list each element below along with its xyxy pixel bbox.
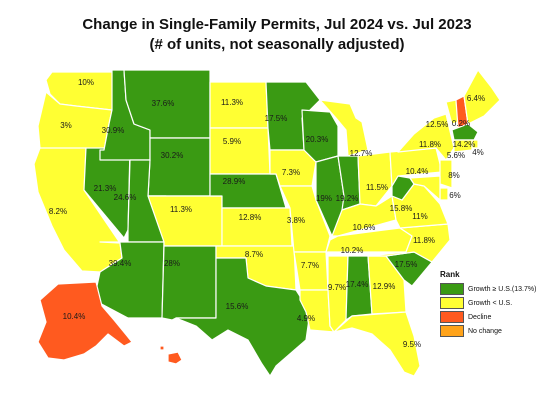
state-label-oh: 11.5% — [366, 183, 388, 192]
map-subtitle: (# of units, not seasonally adjusted) — [149, 36, 405, 53]
state-tx — [175, 257, 311, 377]
state-de — [439, 187, 449, 201]
legend-label-decline: Decline — [468, 313, 492, 321]
state-label-mo: 3.8% — [287, 216, 305, 225]
state-label-wi: 20.3% — [306, 135, 329, 144]
state-label-ny: 11.8% — [419, 140, 441, 149]
state-label-nv: 21.3% — [94, 184, 117, 193]
state-label-va: 11% — [412, 212, 427, 221]
state-oh — [357, 151, 393, 207]
state-label-in: 19.2% — [336, 194, 359, 203]
state-label-ga: 12.9% — [373, 282, 396, 291]
state-nm — [161, 245, 217, 321]
state-ar — [293, 251, 329, 291]
state-hi — [159, 345, 183, 365]
state-ky — [331, 195, 397, 237]
state-label-ak: 10.4% — [63, 312, 86, 321]
state-mo — [279, 185, 331, 253]
state-ma — [451, 123, 479, 141]
state-mt — [123, 69, 211, 139]
state-label-mn: 17.5% — [265, 114, 288, 123]
state-label-al: 17.4% — [346, 280, 369, 289]
state-ct — [453, 139, 473, 153]
state-wy — [147, 137, 211, 197]
state-label-ar: 7.7% — [301, 261, 319, 270]
legend-swatch-no-change — [440, 325, 464, 337]
state-label-sd: 5.9% — [223, 137, 241, 146]
state-label-layer: 10% 3% 8.2% 21.3% 30.9% 37.6% 30.2% 24.6% 39.4% 1… — [49, 78, 485, 349]
state-label-or: 3% — [60, 121, 72, 130]
legend-item-growth-below: Growth < U.S. — [440, 296, 548, 310]
state-label-ne: 28.9% — [223, 177, 246, 186]
legend: Rank Growth ≥ U.S.(13.7%) Growth < U.S. … — [440, 270, 548, 338]
state-label-ca: 8.2% — [49, 207, 67, 216]
state-mi — [319, 99, 369, 157]
state-label-il: 19% — [316, 194, 332, 203]
state-label-ma: 14.2% — [453, 140, 476, 149]
state-label-nd: 11.3% — [221, 98, 243, 107]
legend-label-growth-below: Growth < U.S. — [468, 299, 513, 307]
state-ak — [37, 281, 133, 361]
state-label-ri: 4% — [472, 148, 484, 157]
state-label-ut: 24.6% — [114, 193, 137, 202]
state-label-mt: 37.6% — [152, 99, 175, 108]
state-label-sc: 17.5% — [395, 260, 418, 269]
state-label-nj: 8% — [448, 171, 460, 180]
state-label-id: 30.9% — [102, 126, 125, 135]
state-label-mi: 12.7% — [350, 149, 373, 158]
state-label-ct: 5.6% — [447, 151, 465, 160]
state-label-de: 6% — [449, 191, 461, 200]
legend-label-growth-above: Growth ≥ U.S.(13.7%) — [468, 285, 537, 293]
state-label-wy: 30.2% — [161, 151, 184, 160]
state-label-nh: 0.2% — [452, 119, 470, 128]
state-ne — [209, 173, 287, 209]
state-label-pa: 10.4% — [406, 167, 429, 176]
state-label-tn: 10.2% — [341, 246, 364, 255]
state-label-tx: 15.6% — [226, 302, 249, 311]
state-label-la: 4.9% — [297, 314, 315, 323]
legend-title: Rank — [440, 270, 460, 279]
state-label-wv: 15.8% — [390, 204, 413, 213]
legend-item-decline: Decline — [440, 310, 548, 324]
legend-label-no-change: No change — [468, 327, 502, 335]
state-layer — [33, 69, 501, 377]
state-label-nc: 11.8% — [413, 236, 435, 245]
state-label-az: 39.4% — [109, 259, 132, 268]
state-label-fl: 9.5% — [403, 340, 421, 349]
state-label-ky: 10.6% — [353, 223, 376, 232]
legend-swatch-decline — [440, 311, 464, 323]
state-ny — [397, 113, 455, 161]
legend-swatch-growth-below — [440, 297, 464, 309]
state-sd — [209, 127, 271, 175]
state-ms — [327, 255, 349, 333]
map-title: Change in Single-Family Permits, Jul 202… — [82, 16, 472, 33]
state-label-nm: 28% — [164, 259, 180, 268]
state-label-ms: 9.7% — [328, 283, 346, 292]
state-label-me: 6.4% — [467, 94, 485, 103]
state-md — [409, 175, 441, 201]
legend-item-growth-above: Growth ≥ U.S.(13.7%) — [440, 282, 548, 296]
state-label-co: 11.3% — [170, 205, 192, 214]
state-label-ks: 12.8% — [239, 213, 262, 222]
state-label-vt: 12.5% — [426, 120, 449, 129]
state-label-ok: 8.7% — [245, 250, 263, 259]
state-fl — [333, 311, 421, 377]
legend-item-no-change: No change — [440, 324, 548, 338]
state-label-wa: 10% — [78, 78, 94, 87]
state-nc — [367, 223, 451, 263]
legend-swatch-growth-above — [440, 283, 464, 295]
state-label-ia: 7.3% — [282, 168, 300, 177]
